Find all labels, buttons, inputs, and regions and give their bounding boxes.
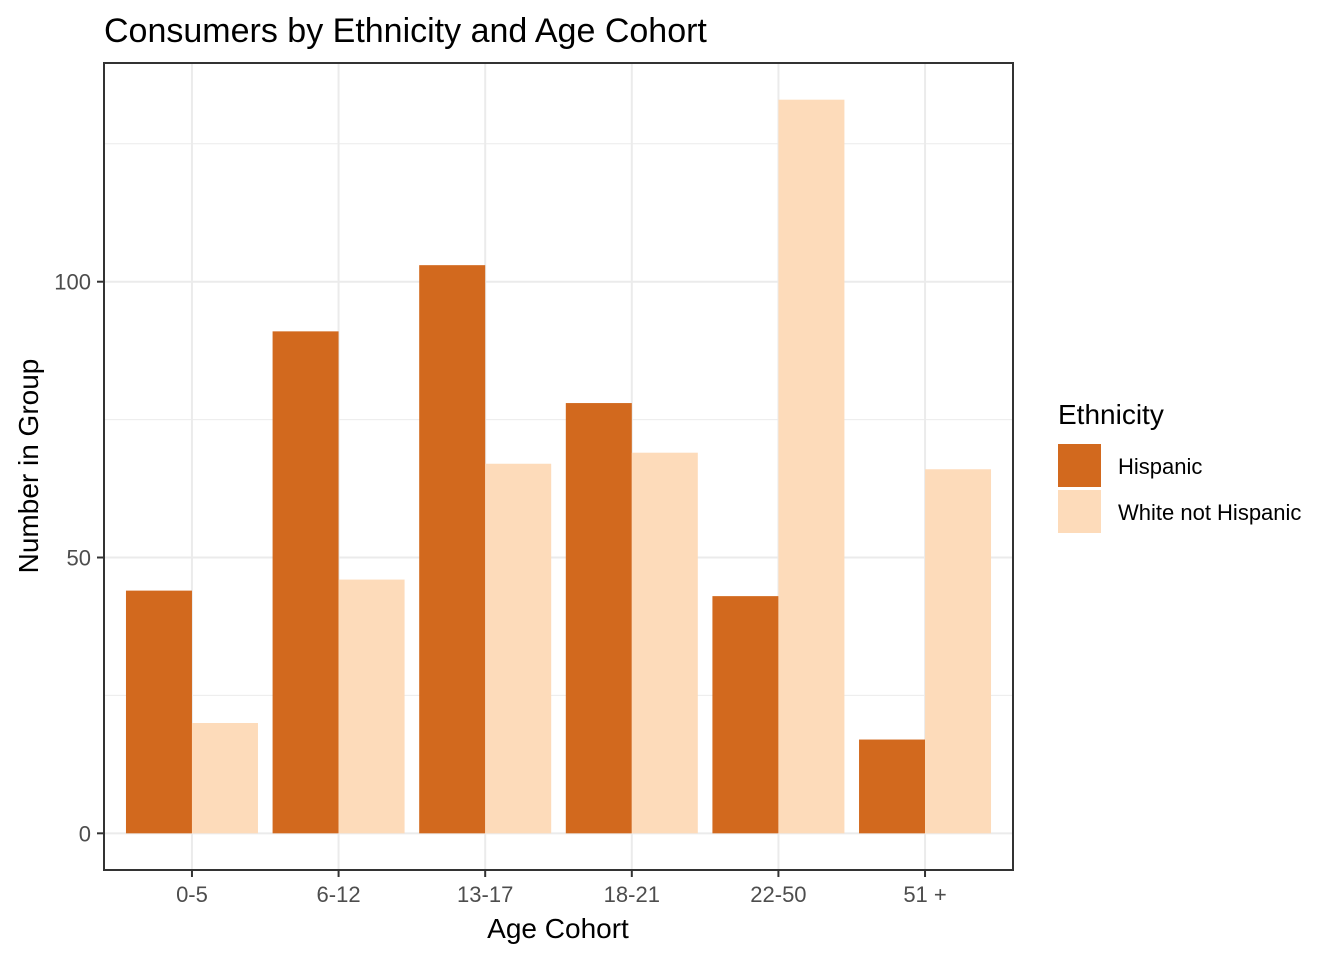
bar <box>778 99 845 834</box>
legend-title: Ethnicity <box>1058 399 1164 430</box>
bar <box>272 331 339 834</box>
x-tick-label: 22-50 <box>750 882 806 907</box>
legend-label: Hispanic <box>1118 454 1202 479</box>
x-tick-label: 6-12 <box>317 882 361 907</box>
bar <box>565 403 632 834</box>
bar <box>925 469 992 834</box>
y-tick-label: 50 <box>67 546 91 571</box>
legend-swatch <box>1058 444 1101 487</box>
bar <box>485 463 552 834</box>
bar <box>859 739 926 834</box>
y-tick-label: 0 <box>79 821 91 846</box>
bar <box>191 722 258 834</box>
chart-title: Consumers by Ethnicity and Age Cohort <box>104 12 707 50</box>
legend-label: White not Hispanic <box>1118 500 1301 525</box>
bars <box>125 99 992 834</box>
x-tick-label: 13-17 <box>457 882 513 907</box>
x-tick-label: 18-21 <box>604 882 660 907</box>
legend-swatch <box>1058 490 1101 533</box>
legend-items: Hispanic White not Hispanic <box>1058 444 1301 533</box>
bar <box>631 452 698 834</box>
x-axis: 0-5 6-12 13-17 18-21 22-50 51 + <box>176 870 947 907</box>
bar <box>338 579 405 834</box>
y-axis: 0 50 100 <box>54 270 104 846</box>
y-axis-title: Number in Group <box>13 359 44 574</box>
x-tick-label: 51 + <box>903 882 946 907</box>
y-tick-label: 100 <box>54 270 91 295</box>
plot-border <box>103 62 1014 871</box>
plot-panel <box>103 62 1014 871</box>
legend: Ethnicity Hispanic White not Hispanic <box>1058 399 1301 533</box>
x-axis-title: Age Cohort <box>487 913 629 944</box>
bar <box>712 596 779 834</box>
bar <box>419 265 486 834</box>
bar <box>125 590 192 834</box>
x-tick-label: 0-5 <box>176 882 208 907</box>
